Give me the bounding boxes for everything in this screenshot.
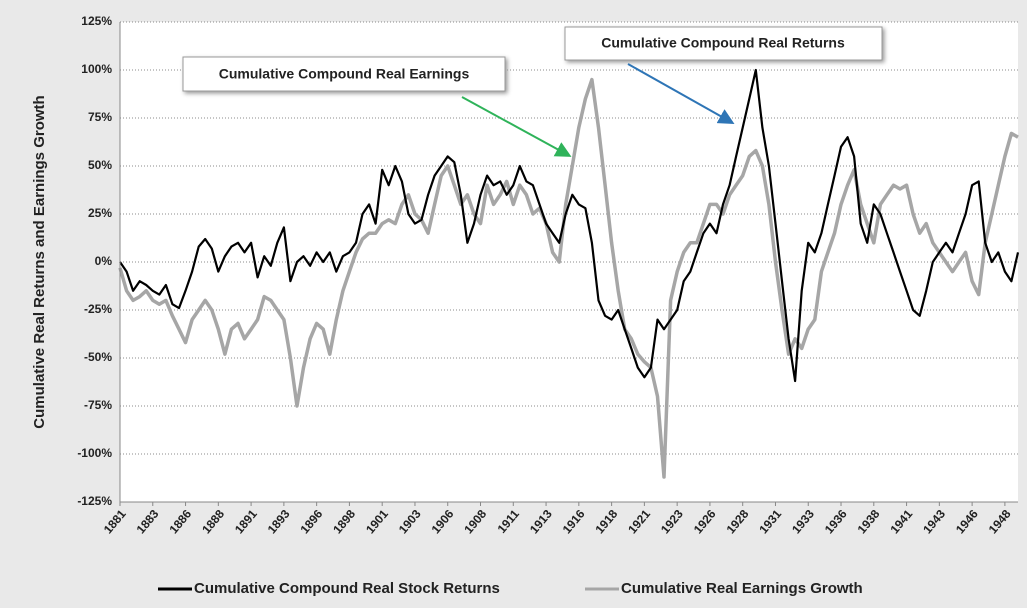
y-tick-label: 100% (81, 62, 112, 76)
y-tick-label: 75% (88, 110, 112, 124)
y-tick-label: 25% (88, 206, 112, 220)
plot-area (120, 22, 1018, 502)
legend-label: Cumulative Real Earnings Growth (621, 580, 863, 597)
y-tick-label: 50% (88, 158, 112, 172)
legend: Cumulative Compound Real Stock Returns Cu… (158, 580, 863, 597)
y-tick-label: -100% (77, 446, 112, 460)
y-tick-label: -25% (84, 302, 112, 316)
lines (118, 68, 1020, 479)
annotation-box (564, 26, 883, 61)
y-tick-label: -75% (84, 398, 112, 412)
series-line (118, 77, 1019, 479)
annotation-arrow (627, 63, 735, 124)
y-tick-label: 125% (81, 14, 112, 28)
annotation-arrow (461, 96, 572, 157)
legend-label: Cumulative Compound Real Stock Returns (194, 580, 500, 597)
y-tick-label: 0% (95, 254, 113, 268)
annotation: Cumulative Compound Real Returns (601, 35, 845, 51)
y-axis-title: Cumulative Real Returns and Earnings Gro… (31, 95, 48, 428)
annotation-box (182, 56, 506, 92)
series-line (119, 68, 1020, 383)
y-tick-label: -125% (77, 494, 112, 508)
y-tick-label: -50% (84, 350, 112, 364)
annotation: Cumulative Compound Real Earnings (219, 66, 470, 82)
